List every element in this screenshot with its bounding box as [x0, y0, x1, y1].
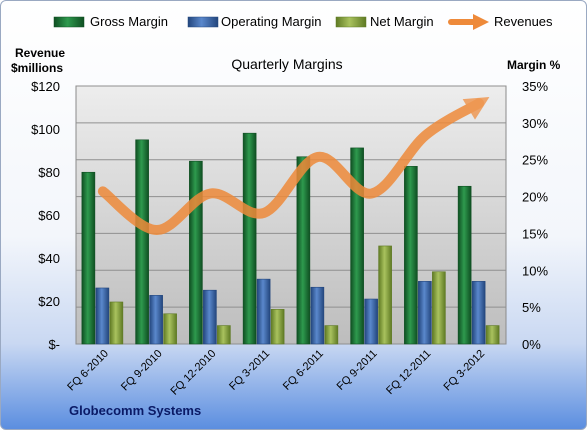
bar-gross-margin — [296, 156, 311, 345]
left-tick-label: $120 — [31, 79, 60, 94]
x-tick-label: FQ 9-2010 — [119, 348, 165, 394]
x-tick-label: FQ 12-2011 — [384, 348, 433, 397]
right-tick-label: 0% — [522, 337, 541, 352]
right-axis-label: Margin % — [507, 58, 561, 72]
legend-swatch-gross — [53, 16, 85, 28]
bar-gross-margin — [189, 160, 203, 345]
left-tick-label: $40 — [38, 251, 60, 266]
bar-gross-margin — [81, 171, 96, 345]
bar-gross-margin — [457, 185, 472, 345]
bar-operating-margin — [310, 286, 325, 345]
revenue-line — [97, 97, 490, 236]
legend-swatch-operating — [187, 16, 219, 28]
bar-operating-margin — [418, 281, 432, 345]
left-tick-label: $60 — [38, 208, 60, 223]
bar-net-margin — [432, 271, 446, 345]
x-tick-label: FQ 12-2010 — [169, 348, 219, 398]
left-axis-label-line1: Revenue — [15, 46, 65, 60]
bar-net-margin — [270, 309, 285, 345]
legend-label-revenues: Revenues — [494, 14, 553, 29]
right-tick-label: 30% — [522, 116, 548, 131]
bar-net-margin — [485, 325, 500, 345]
right-tick-label: 15% — [522, 226, 548, 241]
x-tick-label: FQ 6-2010 — [65, 348, 111, 394]
right-tick-label: 35% — [522, 79, 548, 94]
right-tick-label: 20% — [522, 190, 548, 205]
bar-gross-margin — [135, 139, 149, 345]
bar-operating-margin — [471, 281, 486, 345]
bar-net-margin — [378, 245, 392, 345]
left-axis-label-line2: $millions — [11, 61, 63, 75]
legend-label-net: Net Margin — [370, 14, 434, 29]
bar-operating-margin — [95, 287, 110, 345]
left-tick-label: $- — [48, 337, 60, 352]
right-tick-label: 10% — [522, 263, 548, 278]
x-tick-label: FQ 6-2011 — [281, 348, 326, 393]
right-tick-label: 25% — [522, 153, 548, 168]
bar-operating-margin — [149, 295, 163, 345]
company-name: Globecomm Systems — [69, 403, 201, 418]
bar-operating-margin — [364, 298, 378, 345]
left-tick-label: $20 — [38, 294, 60, 309]
x-tick-label: FQ 3-2012 — [442, 348, 488, 394]
right-axis-ticks: 0% 5% 10% 15% 20% 25% 30% 35% — [522, 79, 548, 352]
bar-gross-margin — [242, 132, 257, 345]
bar-net-margin — [109, 301, 124, 345]
legend-label-gross: Gross Margin — [90, 14, 168, 29]
right-tick-label: 5% — [522, 300, 541, 315]
bar-operating-margin — [256, 278, 271, 345]
legend-arrowhead-icon — [473, 14, 489, 30]
bars-group — [81, 132, 500, 345]
left-tick-label: $80 — [38, 165, 60, 180]
bar-gross-margin — [404, 166, 418, 345]
x-tick-label: FQ 9-2011 — [335, 348, 380, 393]
legend-swatch-net — [335, 16, 367, 28]
bar-gross-margin — [350, 147, 364, 345]
left-tick-label: $100 — [31, 122, 60, 137]
chart-title: Quarterly Margins — [231, 56, 342, 72]
x-tick-label: FQ 3-2011 — [227, 348, 272, 393]
bar-net-margin — [217, 325, 231, 345]
revenue-line-group — [97, 97, 490, 236]
left-axis-ticks: $- $20 $40 $60 $80 $100 $120 — [31, 79, 60, 352]
bar-net-margin — [163, 313, 177, 345]
x-axis-ticks: FQ 6-2010 FQ 9-2010 FQ 12-2010 FQ 3-2011 FQ … — [65, 348, 487, 398]
legend-label-operating: Operating Margin — [221, 14, 321, 29]
bar-operating-margin — [203, 289, 217, 345]
legend: Gross Margin Operating Margin Net Margin… — [53, 14, 553, 30]
bar-net-margin — [324, 325, 339, 345]
